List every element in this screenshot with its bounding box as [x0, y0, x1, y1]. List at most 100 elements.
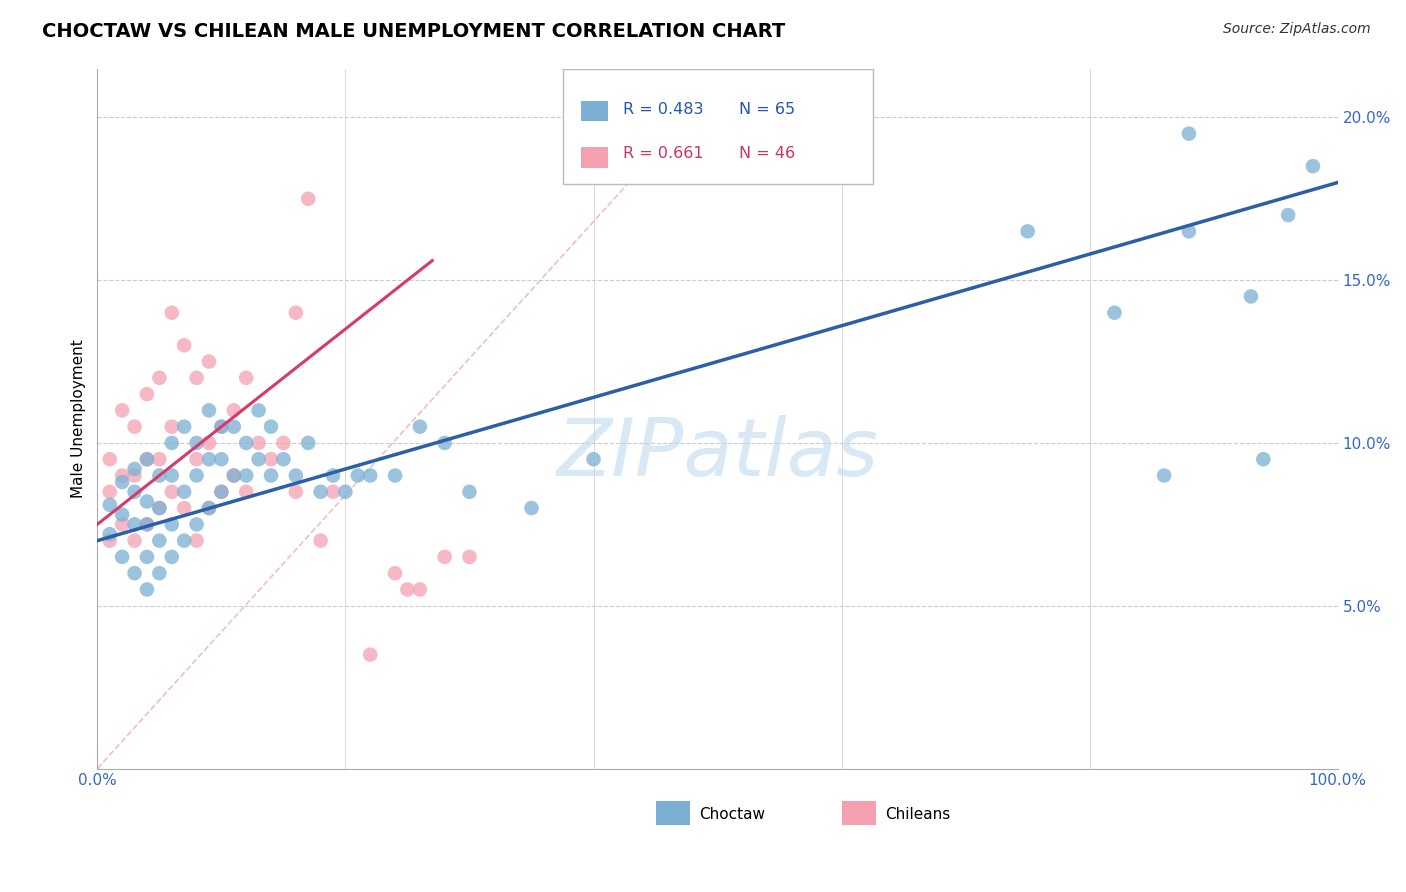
Point — [273, 452, 295, 467]
Point — [148, 452, 170, 467]
Point — [335, 484, 357, 499]
Point — [235, 436, 257, 450]
Point — [111, 517, 134, 532]
FancyBboxPatch shape — [655, 801, 690, 824]
Point — [186, 533, 208, 548]
Point — [297, 436, 319, 450]
Point — [309, 484, 332, 499]
Point — [148, 566, 170, 581]
Point — [173, 338, 195, 352]
Point — [111, 549, 134, 564]
Point — [247, 452, 270, 467]
FancyBboxPatch shape — [581, 101, 609, 120]
Point — [209, 419, 232, 434]
Point — [209, 452, 232, 467]
Point — [384, 566, 406, 581]
Point — [173, 501, 195, 516]
FancyBboxPatch shape — [581, 147, 609, 168]
Point — [148, 533, 170, 548]
Text: Source: ZipAtlas.com: Source: ZipAtlas.com — [1223, 22, 1371, 37]
Point — [284, 306, 307, 320]
Point — [173, 419, 195, 434]
Point — [148, 501, 170, 516]
Point — [136, 494, 159, 508]
Point — [186, 436, 208, 450]
Point — [98, 533, 121, 548]
Point — [1302, 159, 1324, 173]
Point — [186, 468, 208, 483]
Point — [322, 484, 344, 499]
Point — [124, 566, 146, 581]
Point — [111, 475, 134, 489]
Point — [235, 484, 257, 499]
Point — [297, 192, 319, 206]
Point — [347, 468, 370, 483]
Point — [396, 582, 419, 597]
Text: N = 65: N = 65 — [738, 103, 794, 118]
Point — [458, 484, 481, 499]
Point — [209, 484, 232, 499]
Point — [160, 484, 183, 499]
Point — [1017, 224, 1039, 238]
Point — [1253, 452, 1275, 467]
Point — [148, 371, 170, 385]
Point — [124, 533, 146, 548]
Point — [359, 468, 381, 483]
Point — [284, 484, 307, 499]
Point — [98, 527, 121, 541]
Point — [1104, 306, 1126, 320]
Point — [111, 508, 134, 522]
Point — [124, 462, 146, 476]
Point — [247, 403, 270, 417]
Point — [111, 468, 134, 483]
Point — [136, 452, 159, 467]
Point — [384, 468, 406, 483]
Point — [136, 387, 159, 401]
Point — [1178, 224, 1201, 238]
Point — [124, 468, 146, 483]
Point — [160, 419, 183, 434]
Point — [148, 501, 170, 516]
Text: R = 0.661: R = 0.661 — [623, 146, 704, 161]
Point — [309, 533, 332, 548]
Point — [222, 468, 245, 483]
Point — [409, 582, 432, 597]
Point — [222, 403, 245, 417]
Point — [1240, 289, 1263, 303]
FancyBboxPatch shape — [562, 69, 873, 184]
Text: N = 46: N = 46 — [738, 146, 794, 161]
Point — [359, 648, 381, 662]
Point — [1178, 127, 1201, 141]
Point — [582, 452, 605, 467]
Point — [198, 436, 221, 450]
Point — [98, 498, 121, 512]
Point — [173, 484, 195, 499]
Point — [1153, 468, 1175, 483]
Point — [186, 452, 208, 467]
Point — [260, 468, 283, 483]
Point — [198, 501, 221, 516]
Point — [209, 419, 232, 434]
Point — [433, 549, 456, 564]
Point — [186, 517, 208, 532]
Text: R = 0.483: R = 0.483 — [623, 103, 704, 118]
Point — [433, 436, 456, 450]
Point — [136, 549, 159, 564]
Point — [260, 419, 283, 434]
Point — [98, 452, 121, 467]
Point — [136, 452, 159, 467]
Point — [260, 452, 283, 467]
Point — [198, 452, 221, 467]
Text: Choctaw: Choctaw — [699, 806, 765, 822]
Point — [284, 468, 307, 483]
Point — [273, 436, 295, 450]
Point — [160, 306, 183, 320]
Point — [136, 517, 159, 532]
Point — [458, 549, 481, 564]
Point — [148, 468, 170, 483]
Point — [186, 371, 208, 385]
Point — [222, 468, 245, 483]
Point — [198, 501, 221, 516]
Point — [322, 468, 344, 483]
Point — [136, 517, 159, 532]
